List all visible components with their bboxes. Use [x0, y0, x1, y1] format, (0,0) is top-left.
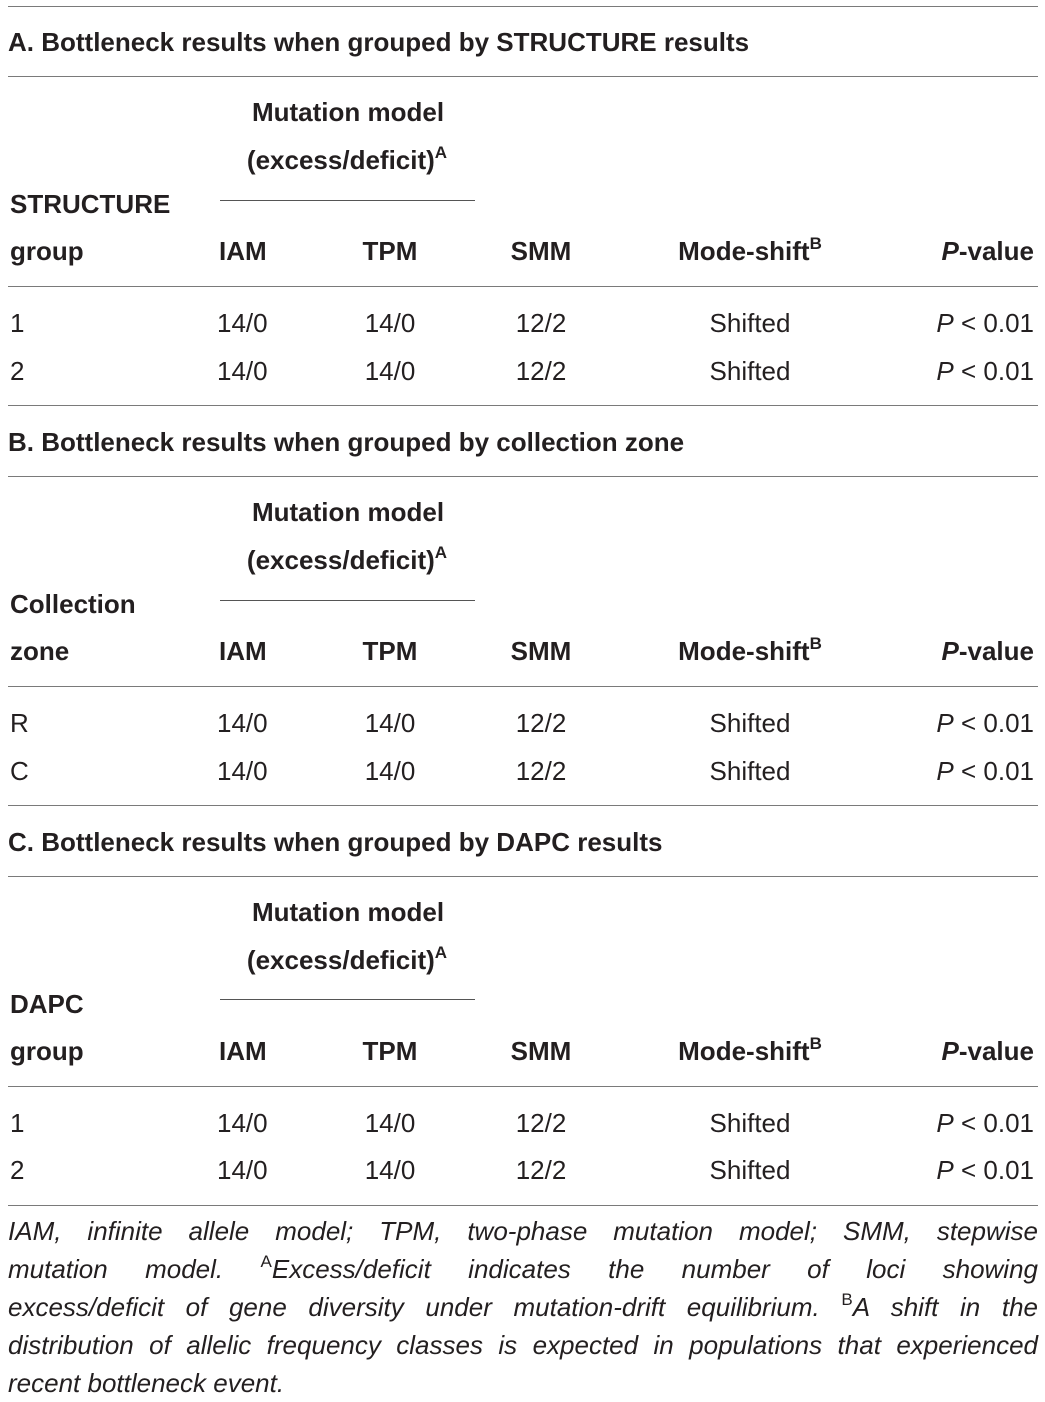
tpm-cell: 14/0 — [364, 356, 416, 386]
mode-shift-cell: Shifted — [709, 1155, 791, 1185]
smm-header: SMM — [510, 636, 572, 666]
mode-shift-cell: Shifted — [709, 756, 791, 786]
iam-cell: 14/0 — [217, 356, 268, 386]
mode-shift-header: Mode-shiftB — [678, 634, 822, 666]
footnote-line: mutation model. AExcess/deficit indicate… — [8, 1252, 1039, 1284]
section-end-rule — [8, 805, 1038, 806]
group-cell: 2 — [10, 356, 25, 386]
mutation-model-underline — [220, 200, 475, 201]
footnote-marker: B — [809, 234, 822, 253]
iam-cell: 14/0 — [217, 1108, 268, 1138]
p-value-cell: P < 0.01 — [936, 708, 1034, 738]
p-value-header: P-value — [941, 636, 1035, 666]
smm-cell: 12/2 — [515, 756, 567, 786]
footnote-line: IAM, infinite allele model; TPM, two-pha… — [8, 1216, 1038, 1246]
iam-cell: 14/0 — [217, 1155, 268, 1185]
tpm-cell: 14/0 — [364, 1108, 416, 1138]
footnote-marker: A — [434, 943, 448, 962]
footnote-line: recent bottleneck event. — [8, 1368, 285, 1398]
header-rule — [8, 1086, 1038, 1087]
mutation-model-header: Mutation model — [251, 97, 445, 127]
group-header-line1: Collection — [10, 589, 136, 619]
smm-cell: 12/2 — [515, 356, 567, 386]
footnote-line: excess/deficit of gene diversity under m… — [8, 1290, 1038, 1322]
group-header-line2: group — [10, 1036, 84, 1066]
mode-shift-cell: Shifted — [709, 356, 791, 386]
group-header-line2: zone — [10, 636, 70, 666]
excess-deficit-header: (excess/deficit)A — [246, 943, 448, 975]
footnote-marker: A — [434, 543, 448, 562]
header-rule — [8, 686, 1038, 687]
p-value-header: P-value — [941, 236, 1035, 266]
header-rule — [8, 286, 1038, 287]
smm-cell: 12/2 — [515, 708, 567, 738]
tpm-cell: 14/0 — [364, 708, 416, 738]
mutation-model-underline — [220, 600, 475, 601]
group-cell: 1 — [10, 308, 25, 338]
p-value-cell: P < 0.01 — [936, 356, 1034, 386]
tpm-header: TPM — [362, 636, 418, 666]
group-header-line1: DAPC — [10, 989, 84, 1019]
mutation-model-underline — [220, 999, 475, 1000]
section-title: B. Bottleneck results when grouped by co… — [8, 427, 685, 457]
group-header-line1: STRUCTURE — [10, 189, 171, 219]
group-cell: 2 — [10, 1155, 25, 1185]
iam-cell: 14/0 — [217, 708, 268, 738]
tpm-cell: 14/0 — [364, 1155, 416, 1185]
p-value-cell: P < 0.01 — [936, 756, 1034, 786]
excess-deficit-header: (excess/deficit)A — [246, 543, 448, 575]
p-value-cell: P < 0.01 — [936, 308, 1034, 338]
footnote-marker: A — [434, 143, 448, 162]
footnote-marker: B — [809, 1034, 822, 1053]
section-title: A. Bottleneck results when grouped by ST… — [8, 27, 750, 57]
smm-header: SMM — [510, 1036, 572, 1066]
table-footnote: IAM, infinite allele model; TPM, two-pha… — [8, 1212, 1038, 1402]
tpm-header: TPM — [362, 1036, 418, 1066]
mode-shift-cell: Shifted — [709, 308, 791, 338]
group-cell: 1 — [10, 1108, 25, 1138]
tpm-cell: 14/0 — [364, 308, 416, 338]
p-value-header: P-value — [941, 1036, 1035, 1066]
mutation-model-header: Mutation model — [251, 497, 445, 527]
group-header-line2: group — [10, 236, 84, 266]
iam-header: IAM — [219, 636, 267, 666]
group-cell: C — [10, 756, 29, 786]
mode-shift-header: Mode-shiftB — [678, 234, 822, 266]
section-end-rule — [8, 1205, 1038, 1206]
mode-shift-cell: Shifted — [709, 708, 791, 738]
p-value-cell: P < 0.01 — [936, 1108, 1034, 1138]
mode-shift-header: Mode-shiftB — [678, 1034, 822, 1066]
mutation-model-header: Mutation model — [251, 897, 445, 927]
smm-header: SMM — [510, 236, 572, 266]
section-rule — [8, 476, 1038, 477]
mode-shift-cell: Shifted — [709, 1108, 791, 1138]
smm-cell: 12/2 — [515, 308, 567, 338]
iam-cell: 14/0 — [217, 308, 268, 338]
section-rule — [8, 76, 1038, 77]
iam-header: IAM — [219, 1036, 267, 1066]
iam-header: IAM — [219, 236, 267, 266]
section-end-rule — [8, 405, 1038, 406]
section-rule — [8, 876, 1038, 877]
smm-cell: 12/2 — [515, 1155, 567, 1185]
smm-cell: 12/2 — [515, 1108, 567, 1138]
top-rule — [8, 6, 1038, 7]
excess-deficit-header: (excess/deficit)A — [246, 143, 448, 175]
footnote-marker: B — [809, 634, 822, 653]
tpm-header: TPM — [362, 236, 418, 266]
p-value-cell: P < 0.01 — [936, 1155, 1034, 1185]
footnote-line: distribution of allelic frequency classe… — [8, 1330, 1038, 1360]
group-cell: R — [10, 708, 29, 738]
tpm-cell: 14/0 — [364, 756, 416, 786]
iam-cell: 14/0 — [217, 756, 268, 786]
section-title: C. Bottleneck results when grouped by DA… — [8, 827, 663, 857]
